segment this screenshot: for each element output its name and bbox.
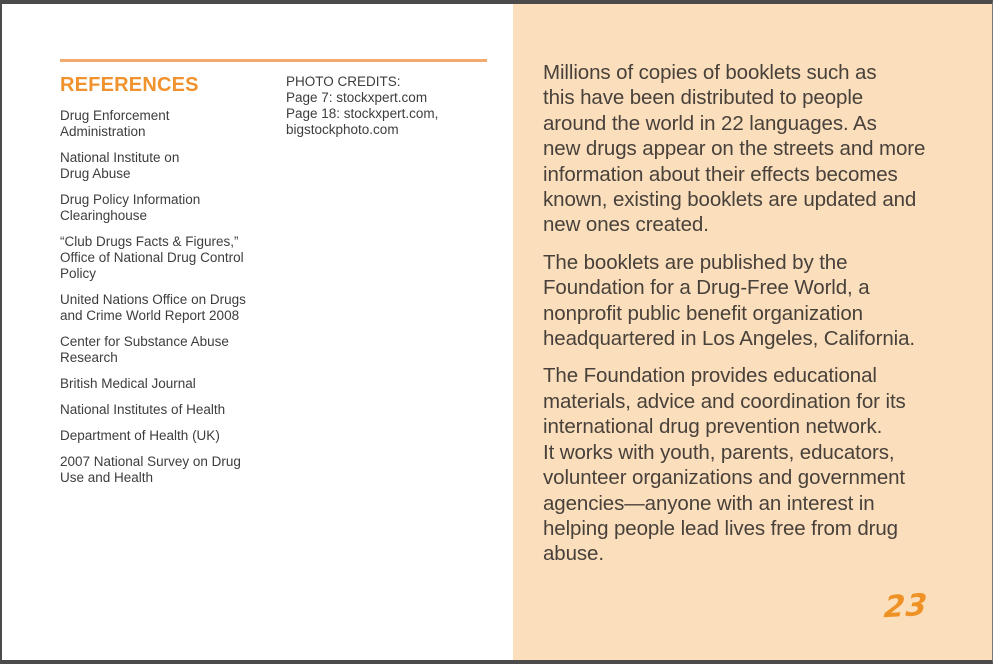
references-heading: REFERENCES xyxy=(60,74,199,96)
body-paragraph: Millions of copies of booklets such as t… xyxy=(543,61,926,237)
page-number: 23 xyxy=(882,587,930,626)
body-text: Millions of copies of booklets such as t… xyxy=(543,60,983,579)
reference-item: United Nations Office on Drugs and Crime… xyxy=(60,292,246,323)
references-list: Drug Enforcement Administration National… xyxy=(60,108,282,496)
reference-item: Drug Policy Information Clearinghouse xyxy=(60,192,201,223)
reference-item: “Club Drugs Facts & Figures,” Office of … xyxy=(60,234,244,281)
reference-item: National Institute on Drug Abuse xyxy=(60,150,180,181)
body-paragraph: The booklets are published by the Founda… xyxy=(543,250,915,351)
reference-item: Drug Enforcement Administration xyxy=(60,108,170,139)
photo-credits: PHOTO CREDITS: Page 7: stockxpert.com Pa… xyxy=(286,74,439,137)
reference-item: Center for Substance Abuse Research xyxy=(60,334,229,365)
section-rule xyxy=(60,59,487,62)
left-page: REFERENCES Drug Enforcement Administrati… xyxy=(2,4,513,660)
reference-item: Department of Health (UK) xyxy=(60,428,220,443)
reference-item: 2007 National Survey on Drug Use and Hea… xyxy=(60,454,241,485)
right-page: Millions of copies of booklets such as t… xyxy=(513,4,992,660)
reference-item: National Institutes of Health xyxy=(60,402,226,417)
body-paragraph: The Foundation provides educational mate… xyxy=(543,364,906,566)
reference-item: British Medical Journal xyxy=(60,376,196,391)
